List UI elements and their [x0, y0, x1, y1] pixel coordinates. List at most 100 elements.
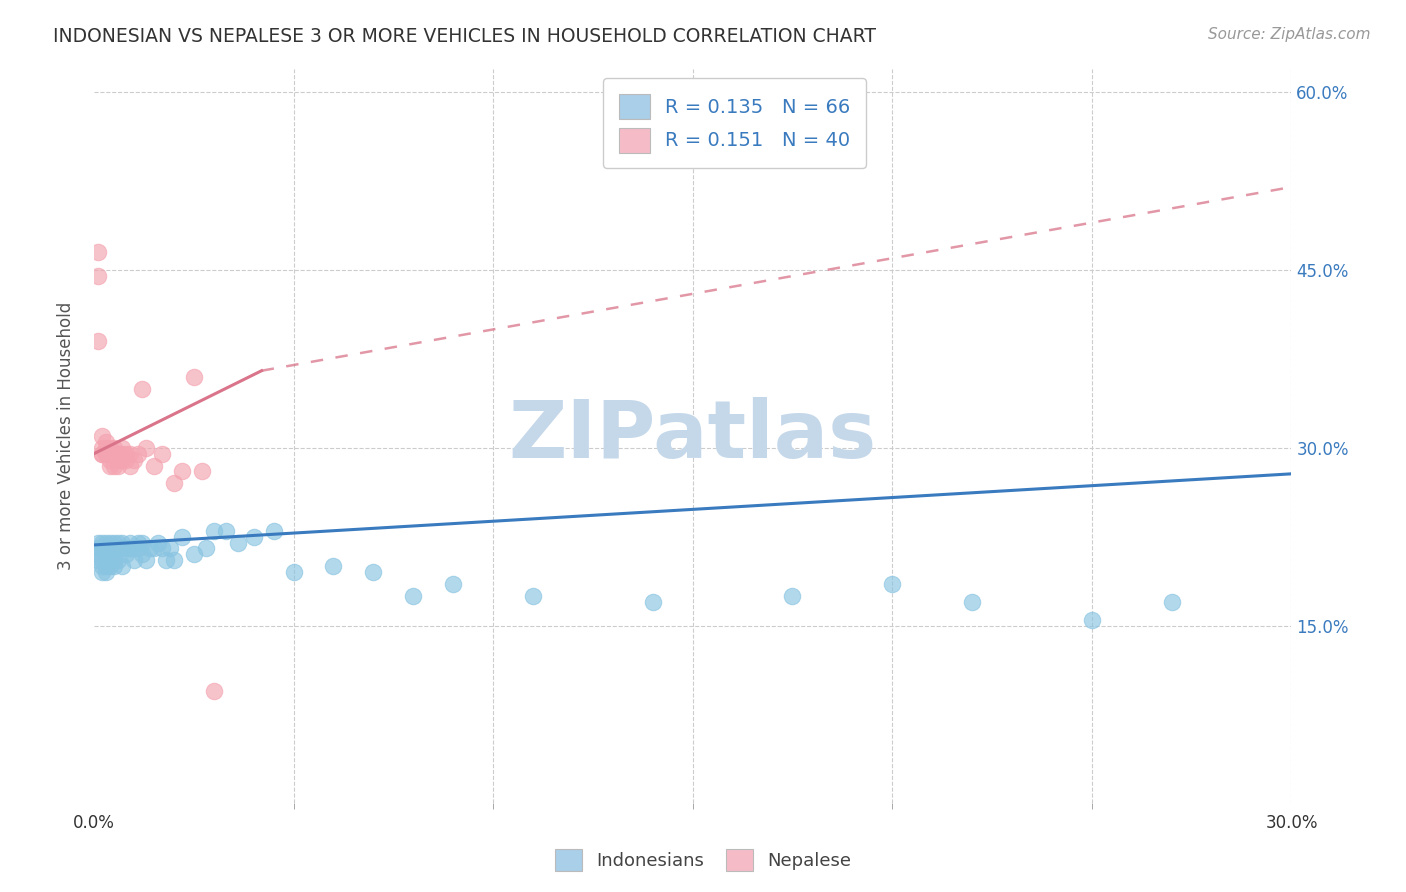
Point — [107, 541, 129, 556]
Point — [111, 559, 134, 574]
Point — [90, 429, 112, 443]
Point — [111, 447, 134, 461]
Point — [90, 559, 112, 574]
Point — [90, 553, 112, 567]
Legend: R = 0.135   N = 66, R = 0.151   N = 40: R = 0.135 N = 66, R = 0.151 N = 40 — [603, 78, 866, 168]
Legend: Indonesians, Nepalese: Indonesians, Nepalese — [547, 842, 859, 879]
Point — [107, 553, 129, 567]
Point — [98, 441, 121, 455]
Point — [103, 541, 125, 556]
Point — [94, 553, 117, 567]
Point — [283, 565, 305, 579]
Point — [782, 589, 804, 603]
Point — [159, 541, 181, 556]
Point — [115, 541, 138, 556]
Point — [107, 447, 129, 461]
Point — [150, 447, 173, 461]
Point — [90, 565, 112, 579]
Point — [1081, 613, 1104, 627]
Point — [94, 434, 117, 449]
Point — [90, 447, 112, 461]
Point — [111, 535, 134, 549]
Point — [103, 559, 125, 574]
Point — [441, 577, 464, 591]
Point — [94, 441, 117, 455]
Point — [402, 589, 425, 603]
Point — [94, 447, 117, 461]
Point — [87, 268, 110, 283]
Point — [242, 530, 264, 544]
Point — [202, 683, 225, 698]
Point — [522, 589, 544, 603]
Point — [135, 441, 157, 455]
Point — [183, 548, 205, 562]
Point — [115, 447, 138, 461]
Point — [94, 535, 117, 549]
Point — [98, 535, 121, 549]
Text: INDONESIAN VS NEPALESE 3 OR MORE VEHICLES IN HOUSEHOLD CORRELATION CHART: INDONESIAN VS NEPALESE 3 OR MORE VEHICLE… — [53, 27, 876, 45]
Point — [194, 541, 217, 556]
Point — [107, 458, 129, 473]
Point — [94, 541, 117, 556]
Point — [111, 452, 134, 467]
Point — [118, 541, 141, 556]
Point — [150, 541, 173, 556]
Point — [111, 541, 134, 556]
Point — [94, 565, 117, 579]
Point — [118, 447, 141, 461]
Point — [103, 553, 125, 567]
Point — [127, 541, 149, 556]
Point — [139, 541, 162, 556]
Text: Source: ZipAtlas.com: Source: ZipAtlas.com — [1208, 27, 1371, 42]
Point — [115, 452, 138, 467]
Point — [170, 465, 193, 479]
Text: ZIPatlas: ZIPatlas — [509, 397, 877, 475]
Point — [107, 452, 129, 467]
Point — [90, 447, 112, 461]
Point — [87, 535, 110, 549]
Point — [960, 595, 983, 609]
Point — [127, 447, 149, 461]
Point — [170, 530, 193, 544]
Point — [363, 565, 385, 579]
Y-axis label: 3 or more Vehicles in Household: 3 or more Vehicles in Household — [58, 301, 75, 570]
Point — [94, 447, 117, 461]
Point — [98, 458, 121, 473]
Point — [131, 535, 153, 549]
Point — [127, 535, 149, 549]
Point — [183, 369, 205, 384]
Point — [87, 334, 110, 348]
Point — [163, 476, 186, 491]
Point — [214, 524, 236, 538]
Point — [142, 458, 165, 473]
Point — [115, 548, 138, 562]
Point — [122, 452, 145, 467]
Point — [90, 535, 112, 549]
Point — [98, 452, 121, 467]
Point — [142, 541, 165, 556]
Point — [98, 553, 121, 567]
Point — [226, 535, 249, 549]
Point — [103, 535, 125, 549]
Point — [90, 441, 112, 455]
Point — [263, 524, 285, 538]
Point — [107, 535, 129, 549]
Point — [87, 548, 110, 562]
Point — [103, 447, 125, 461]
Point — [1160, 595, 1182, 609]
Point — [87, 245, 110, 260]
Point — [103, 447, 125, 461]
Point — [98, 559, 121, 574]
Point — [98, 447, 121, 461]
Point — [111, 441, 134, 455]
Point — [882, 577, 904, 591]
Point — [146, 535, 169, 549]
Point — [90, 541, 112, 556]
Point — [87, 541, 110, 556]
Point — [98, 541, 121, 556]
Point — [122, 541, 145, 556]
Point — [135, 553, 157, 567]
Point — [641, 595, 664, 609]
Point — [155, 553, 177, 567]
Point — [103, 441, 125, 455]
